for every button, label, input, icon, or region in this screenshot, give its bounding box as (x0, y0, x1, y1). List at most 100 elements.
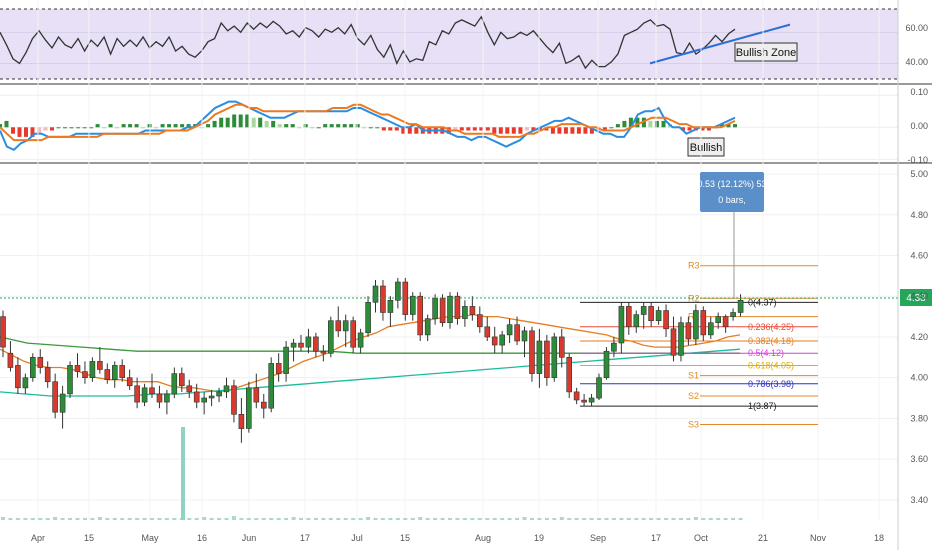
price-yaxis: 5.00 4.80 4.60 4.40 4.20 4.00 3.80 3.60 3.40 (910, 169, 928, 505)
macd-hist-bar (323, 124, 328, 128)
volume-bar (731, 518, 736, 520)
macd-hist-bar (349, 124, 354, 128)
macd-hist-bar (498, 127, 503, 134)
moving-average-line (0, 348, 741, 397)
volume-bar (448, 518, 452, 520)
macd-hist-bar (206, 124, 211, 128)
candle-body (231, 385, 237, 415)
candle-body (685, 322, 692, 340)
candle-body (417, 295, 424, 336)
candle-body (380, 285, 386, 313)
time-tick: 17 (300, 533, 310, 543)
candlesticks (0, 277, 744, 443)
macd-hist-bar (733, 124, 737, 128)
time-tick: Apr (31, 533, 45, 543)
candle-body (7, 352, 14, 368)
volume-bar (656, 518, 661, 520)
volume-bar (313, 518, 318, 520)
pivot-level-label: S2 (688, 391, 699, 401)
volume-bar (209, 518, 214, 520)
candle-body (484, 326, 491, 338)
candle-body (432, 297, 438, 319)
volume-bar (53, 517, 58, 520)
candle-body (640, 306, 647, 315)
candle-body (611, 342, 617, 352)
macd-hist-bar (687, 127, 692, 131)
candle-body (722, 316, 729, 328)
macd-hist-bar (720, 124, 724, 128)
volume-bar (90, 518, 95, 520)
candle-body (454, 295, 461, 319)
bullish-text: Bullish (690, 142, 722, 154)
candle-body (551, 336, 558, 378)
moving-average-line (0, 336, 740, 354)
price-ytick: 5.00 (910, 169, 928, 179)
volume-bar (559, 517, 564, 520)
volume-bar (8, 518, 13, 520)
volume-bar (738, 518, 743, 520)
macd-hist-bar (141, 127, 146, 129)
candle-body (603, 350, 610, 379)
macd-hist-bar (355, 124, 360, 128)
time-tick: 15 (84, 533, 94, 543)
volume-bar (626, 518, 631, 520)
candle-body (186, 385, 193, 393)
volume-bar (462, 518, 467, 520)
volume-bar (537, 518, 542, 520)
macd-hist-bar (531, 127, 536, 131)
candle-body (134, 385, 140, 403)
macd-hist-bar (186, 124, 191, 128)
macd-hist-bar (225, 117, 230, 128)
time-axis: Apr 15 May 16 Jun 17 Jul 15 Aug 19 Sep 17 Oct 21 Nov 18 (31, 533, 884, 543)
volume-bar (701, 518, 706, 520)
macd-hist-bar (414, 127, 419, 134)
macd-hist-bar (557, 127, 562, 134)
candle-body (320, 350, 327, 354)
candle-body (506, 324, 513, 336)
macd-hist-bar (238, 114, 243, 128)
macd-hist-bar (453, 127, 458, 131)
fib-and-pivot-levels: 0(4.37) 0.236(4.25) 0.382(4.18) 0.5(4.12) 0.… (580, 261, 818, 429)
candle-body (15, 365, 21, 389)
volume-bar (239, 518, 244, 520)
volume-bar (500, 518, 505, 520)
price-ytick: 4.00 (910, 373, 928, 383)
macd-hist-bar (167, 124, 172, 128)
macd-hist-bar (492, 127, 497, 134)
candle-body (700, 310, 707, 336)
volume-bar (388, 518, 393, 520)
volume-bar (418, 517, 423, 520)
last-price-text: 4.38 (906, 293, 926, 304)
macd-hist-bar (102, 127, 107, 129)
candle-body (335, 320, 342, 332)
volume-bar (492, 518, 497, 520)
time-tick: 18 (874, 533, 884, 543)
candle-body (59, 393, 66, 413)
candle-body (313, 336, 319, 352)
volume-bar (23, 518, 28, 520)
macd-hist-bar (583, 127, 588, 134)
volume-bar (276, 518, 281, 520)
volume-bar (403, 518, 408, 520)
candle-body (730, 312, 736, 317)
volume-bar (440, 518, 445, 520)
volume-bar (112, 518, 117, 520)
volume-bar (202, 517, 207, 520)
volume-bar (38, 518, 43, 520)
candle-body (119, 365, 125, 378)
candle-body (179, 373, 185, 387)
volume-bar (708, 518, 713, 520)
volume-bar (1, 517, 5, 520)
volume-bar-spike (181, 427, 185, 520)
price-grid (0, 0, 898, 520)
time-tick: Jun (242, 533, 257, 543)
macd-hist-bar (37, 127, 41, 134)
volume-bar (723, 518, 728, 520)
volume-bar (470, 518, 475, 520)
volume-bar (634, 518, 639, 520)
volume-bar (150, 518, 154, 520)
candle-body (305, 336, 312, 348)
macd-hist-bar (641, 117, 646, 128)
macd-hist-bar (4, 120, 9, 128)
